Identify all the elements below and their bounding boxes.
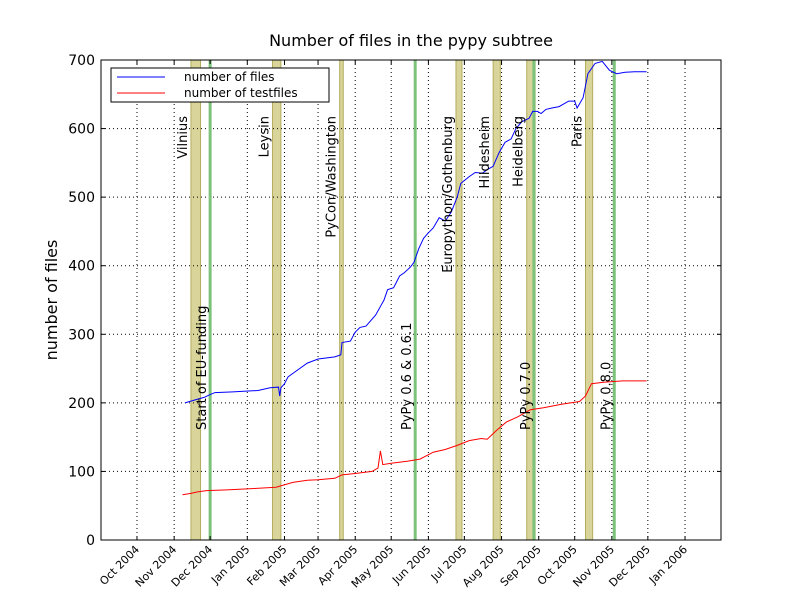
sprint-label: Hildesheim	[478, 116, 493, 189]
files-series-line	[184, 60, 647, 404]
sprint-band	[492, 59, 501, 541]
release-label: Start of EU-funding	[195, 306, 210, 430]
sprint-label: Vilnius	[176, 116, 191, 159]
y-tick-label: 600	[68, 122, 95, 138]
y-tick-label: 500	[68, 190, 95, 206]
y-tick-label: 400	[68, 259, 95, 275]
sprint-label: Paris	[571, 116, 586, 147]
y-tick-label: 200	[68, 396, 95, 412]
plot-frame	[100, 59, 722, 541]
data-series	[182, 60, 647, 496]
sprint-label: Heidelberg	[512, 116, 527, 187]
sprint-label: PyCon/Washington	[325, 116, 340, 238]
event-labels: Vilnius Leysin PyCon/Washington Europython/…	[176, 116, 614, 430]
y-tick-label: 100	[68, 464, 95, 480]
y-tick-label: 700	[68, 53, 95, 69]
plot-area	[101, 60, 721, 540]
chart-title: Number of files in the pypy subtree	[269, 31, 553, 50]
y-tick-label: 0	[86, 533, 95, 549]
legend: number of files number of testfiles	[110, 67, 330, 103]
sprint-band	[584, 59, 594, 541]
y-axis-label: number of files	[42, 240, 61, 361]
y-tick-label: 300	[68, 327, 95, 343]
release-label: PyPy 0.8.0	[599, 362, 614, 430]
sprint-band	[339, 59, 344, 541]
sprint-label: Leysin	[258, 116, 273, 157]
sprint-band	[190, 59, 202, 541]
testfiles-series-line	[182, 380, 647, 496]
sprint-band	[271, 59, 282, 541]
sprint-label: Europython/Gothenburg	[441, 116, 456, 273]
legend-label-testfiles: number of testfiles	[184, 86, 298, 100]
release-label: PyPy 0.7.0	[519, 362, 534, 430]
release-label: PyPy 0.6 & 0.6.1	[400, 323, 415, 430]
legend-box	[110, 67, 330, 103]
sprint-band	[455, 59, 463, 541]
legend-label-files: number of files	[184, 70, 275, 84]
